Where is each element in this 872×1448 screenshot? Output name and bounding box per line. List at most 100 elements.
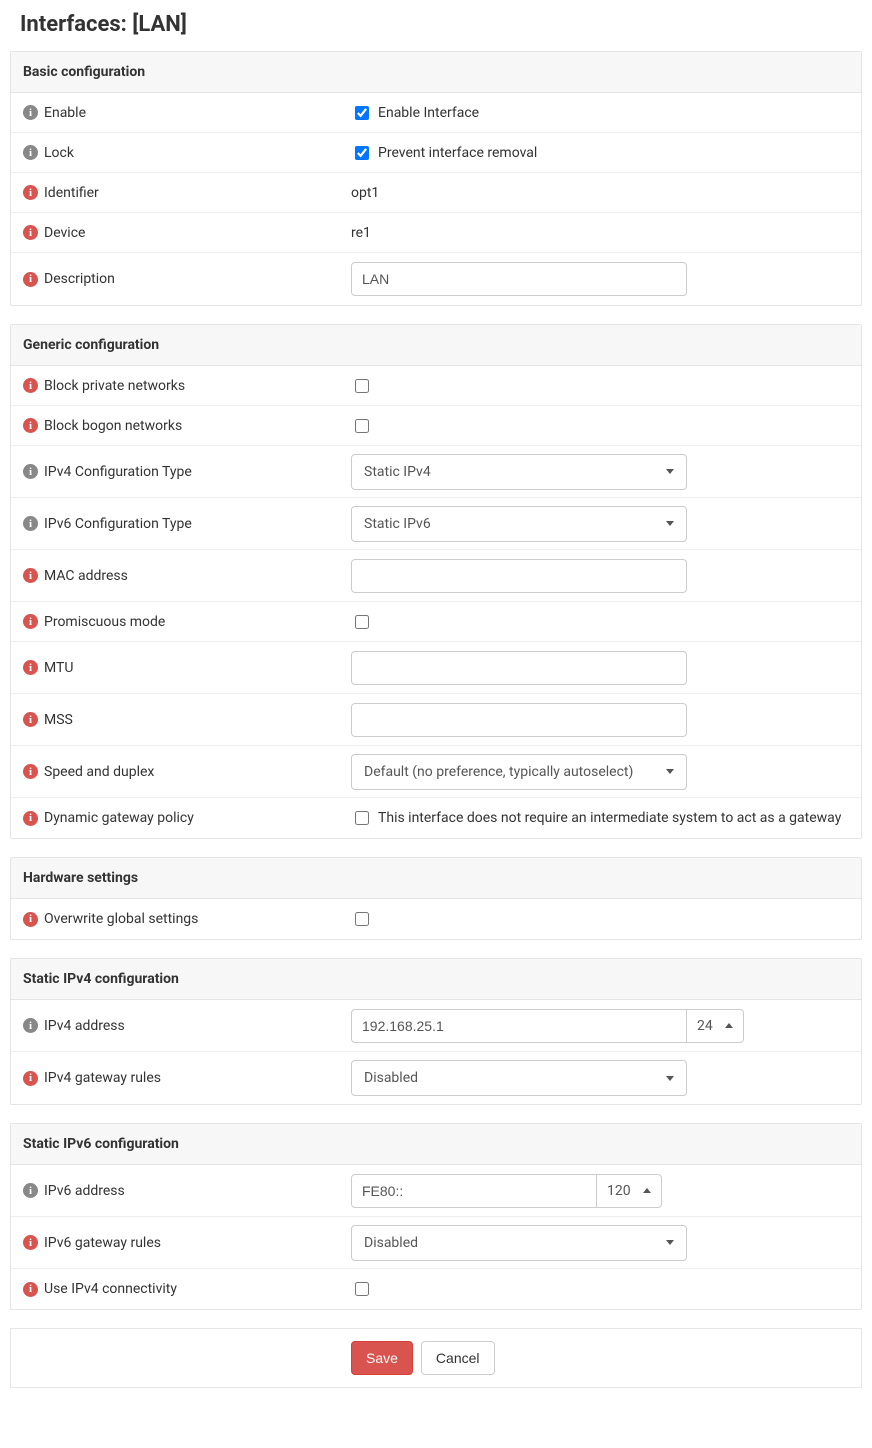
label-mtu: MTU bbox=[44, 660, 73, 676]
dropdown-value-ipv6-gateway: Disabled bbox=[364, 1235, 418, 1251]
chevron-down-icon bbox=[666, 769, 674, 774]
dropdown-ipv4-type[interactable]: Static IPv4 bbox=[351, 454, 687, 490]
row-ipv4-address: i IPv4 address 24 bbox=[11, 1000, 861, 1052]
checkbox-label-enable: Enable Interface bbox=[378, 105, 479, 121]
info-icon[interactable]: i bbox=[23, 464, 38, 479]
row-block-private: i Block private networks bbox=[11, 366, 861, 406]
label-ipv4-address: IPv4 address bbox=[44, 1018, 125, 1034]
row-overwrite: i Overwrite global settings bbox=[11, 899, 861, 939]
row-device: i Device re1 bbox=[11, 213, 861, 253]
dropdown-ipv6-gateway[interactable]: Disabled bbox=[351, 1225, 687, 1261]
row-use-ipv4: i Use IPv4 connectivity bbox=[11, 1269, 861, 1309]
panel-header-generic: Generic configuration bbox=[11, 325, 861, 366]
label-ipv4-gateway: IPv4 gateway rules bbox=[44, 1070, 161, 1086]
info-icon[interactable]: i bbox=[23, 912, 38, 927]
dropdown-speed[interactable]: Default (no preference, typically autose… bbox=[351, 754, 687, 790]
dropdown-ipv6-prefix[interactable]: 120 bbox=[597, 1174, 662, 1208]
input-description[interactable] bbox=[351, 262, 687, 296]
info-icon[interactable]: i bbox=[23, 1235, 38, 1250]
input-mtu[interactable] bbox=[351, 651, 687, 685]
row-enable: i Enable Enable Interface bbox=[11, 93, 861, 133]
chevron-down-icon bbox=[666, 469, 674, 474]
dropdown-value-ipv4-prefix: 24 bbox=[697, 1018, 713, 1034]
checkbox-label-lock: Prevent interface removal bbox=[378, 145, 537, 161]
checkbox-promiscuous[interactable] bbox=[355, 615, 369, 629]
input-ipv6-address[interactable] bbox=[351, 1174, 597, 1208]
row-lock: i Lock Prevent interface removal bbox=[11, 133, 861, 173]
info-icon[interactable]: i bbox=[23, 1018, 38, 1033]
info-icon[interactable]: i bbox=[23, 568, 38, 583]
cancel-button[interactable]: Cancel bbox=[421, 1341, 495, 1375]
checkbox-use-ipv4[interactable] bbox=[355, 1282, 369, 1296]
panel-header-static-ipv6: Static IPv6 configuration bbox=[11, 1124, 861, 1165]
page-title: Interfaces: [LAN] bbox=[0, 0, 872, 51]
info-icon[interactable]: i bbox=[23, 811, 38, 826]
dropdown-ipv6-type[interactable]: Static IPv6 bbox=[351, 506, 687, 542]
label-device: Device bbox=[44, 225, 85, 241]
label-lock: Lock bbox=[44, 145, 74, 161]
label-dyn-gateway: Dynamic gateway policy bbox=[44, 810, 194, 826]
info-icon[interactable]: i bbox=[23, 660, 38, 675]
row-mac: i MAC address bbox=[11, 550, 861, 602]
info-icon[interactable]: i bbox=[23, 1183, 38, 1198]
row-ipv4-gateway: i IPv4 gateway rules Disabled bbox=[11, 1052, 861, 1104]
info-icon[interactable]: i bbox=[23, 516, 38, 531]
dropdown-value-speed: Default (no preference, typically autose… bbox=[364, 764, 633, 780]
checkbox-block-bogon[interactable] bbox=[355, 419, 369, 433]
info-icon[interactable]: i bbox=[23, 378, 38, 393]
panel-static-ipv4: Static IPv4 configuration i IPv4 address… bbox=[10, 958, 862, 1105]
input-mac[interactable] bbox=[351, 559, 687, 593]
panel-header-hardware: Hardware settings bbox=[11, 858, 861, 899]
info-icon[interactable]: i bbox=[23, 764, 38, 779]
row-speed: i Speed and duplex Default (no preferenc… bbox=[11, 746, 861, 798]
label-promiscuous: Promiscuous mode bbox=[44, 614, 165, 630]
dropdown-value-ipv6-type: Static IPv6 bbox=[364, 516, 431, 532]
row-identifier: i Identifier opt1 bbox=[11, 173, 861, 213]
value-identifier: opt1 bbox=[351, 185, 379, 201]
label-ipv6-gateway: IPv6 gateway rules bbox=[44, 1235, 161, 1251]
row-ipv4-type: i IPv4 Configuration Type Static IPv4 bbox=[11, 446, 861, 498]
panel-actions: Save Cancel bbox=[10, 1328, 862, 1388]
checkbox-label-dyn-gateway: This interface does not require an inter… bbox=[378, 810, 841, 826]
panel-static-ipv6: Static IPv6 configuration i IPv6 address… bbox=[10, 1123, 862, 1310]
checkbox-enable[interactable] bbox=[355, 106, 369, 120]
label-use-ipv4: Use IPv4 connectivity bbox=[44, 1281, 177, 1297]
input-ipv4-address[interactable] bbox=[351, 1009, 687, 1043]
save-button[interactable]: Save bbox=[351, 1341, 413, 1375]
row-promiscuous: i Promiscuous mode bbox=[11, 602, 861, 642]
dropdown-value-ipv6-prefix: 120 bbox=[607, 1183, 631, 1199]
input-mss[interactable] bbox=[351, 703, 687, 737]
info-icon[interactable]: i bbox=[23, 1282, 38, 1297]
chevron-up-icon bbox=[725, 1023, 733, 1028]
label-identifier: Identifier bbox=[44, 185, 99, 201]
row-dyn-gateway: i Dynamic gateway policy This interface … bbox=[11, 798, 861, 838]
label-ipv6-type: IPv6 Configuration Type bbox=[44, 516, 192, 532]
checkbox-lock[interactable] bbox=[355, 146, 369, 160]
dropdown-ipv4-gateway[interactable]: Disabled bbox=[351, 1060, 687, 1096]
info-icon[interactable]: i bbox=[23, 145, 38, 160]
checkbox-block-private[interactable] bbox=[355, 379, 369, 393]
info-icon[interactable]: i bbox=[23, 418, 38, 433]
row-block-bogon: i Block bogon networks bbox=[11, 406, 861, 446]
label-block-private: Block private networks bbox=[44, 378, 185, 394]
info-icon[interactable]: i bbox=[23, 272, 38, 287]
value-device: re1 bbox=[351, 225, 371, 241]
row-mtu: i MTU bbox=[11, 642, 861, 694]
chevron-down-icon bbox=[666, 1076, 674, 1081]
checkbox-dyn-gateway[interactable] bbox=[355, 811, 369, 825]
info-icon[interactable]: i bbox=[23, 105, 38, 120]
checkbox-overwrite[interactable] bbox=[355, 912, 369, 926]
chevron-down-icon bbox=[666, 1240, 674, 1245]
label-speed: Speed and duplex bbox=[44, 764, 154, 780]
info-icon[interactable]: i bbox=[23, 712, 38, 727]
info-icon[interactable]: i bbox=[23, 185, 38, 200]
info-icon[interactable]: i bbox=[23, 225, 38, 240]
row-ipv6-gateway: i IPv6 gateway rules Disabled bbox=[11, 1217, 861, 1269]
panel-header-static-ipv4: Static IPv4 configuration bbox=[11, 959, 861, 1000]
chevron-up-icon bbox=[643, 1188, 651, 1193]
info-icon[interactable]: i bbox=[23, 1071, 38, 1086]
dropdown-ipv4-prefix[interactable]: 24 bbox=[687, 1009, 744, 1043]
info-icon[interactable]: i bbox=[23, 614, 38, 629]
panel-hardware: Hardware settings i Overwrite global set… bbox=[10, 857, 862, 940]
row-description: i Description bbox=[11, 253, 861, 305]
